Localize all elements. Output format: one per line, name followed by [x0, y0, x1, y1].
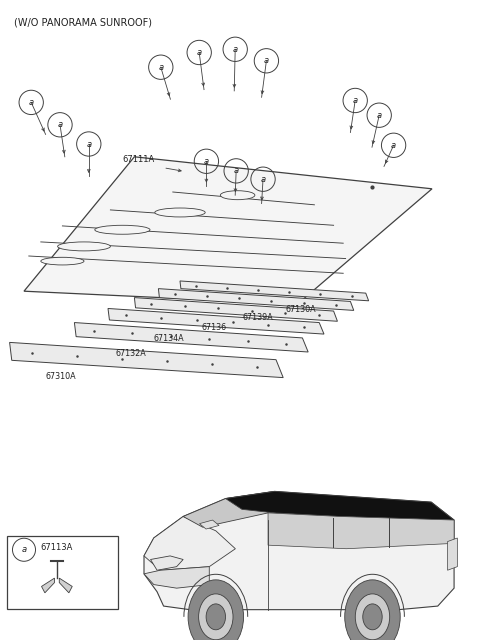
Circle shape: [188, 580, 243, 640]
Polygon shape: [60, 578, 72, 593]
Circle shape: [199, 594, 233, 640]
Text: 67111A: 67111A: [122, 156, 155, 164]
Polygon shape: [144, 566, 209, 588]
Polygon shape: [268, 513, 454, 548]
Text: 67132A: 67132A: [115, 349, 146, 358]
Text: a: a: [204, 157, 209, 166]
Circle shape: [345, 580, 400, 640]
Ellipse shape: [95, 225, 150, 234]
Text: a: a: [377, 111, 382, 120]
Polygon shape: [226, 492, 454, 520]
Text: 67130A: 67130A: [286, 305, 316, 314]
Text: 67113A: 67113A: [41, 543, 73, 552]
Text: a: a: [197, 48, 202, 57]
Polygon shape: [10, 342, 283, 378]
Ellipse shape: [58, 242, 110, 251]
Text: a: a: [29, 98, 34, 107]
Text: a: a: [261, 175, 265, 184]
Text: 67310A: 67310A: [46, 372, 76, 381]
Text: 67136: 67136: [202, 323, 227, 332]
Text: a: a: [353, 96, 358, 105]
Polygon shape: [74, 323, 308, 352]
Text: 67134A: 67134A: [154, 334, 184, 343]
Ellipse shape: [41, 257, 84, 265]
Polygon shape: [158, 289, 354, 310]
Text: a: a: [391, 141, 396, 150]
Polygon shape: [42, 578, 55, 593]
Text: a: a: [22, 545, 26, 554]
Text: a: a: [264, 56, 269, 65]
Polygon shape: [180, 281, 369, 301]
Text: a: a: [234, 166, 239, 175]
Ellipse shape: [155, 208, 205, 217]
Polygon shape: [144, 492, 454, 624]
Text: (W/O PANORAMA SUNROOF): (W/O PANORAMA SUNROOF): [14, 18, 153, 28]
Circle shape: [355, 594, 390, 640]
Text: a: a: [86, 140, 91, 148]
Polygon shape: [24, 157, 432, 304]
Circle shape: [363, 604, 382, 630]
Text: 67139A: 67139A: [242, 313, 273, 322]
Polygon shape: [183, 492, 275, 527]
Polygon shape: [108, 308, 324, 334]
Text: a: a: [158, 63, 163, 72]
Polygon shape: [151, 556, 183, 570]
Polygon shape: [144, 516, 235, 570]
Text: a: a: [233, 45, 238, 54]
Circle shape: [206, 604, 226, 630]
Polygon shape: [200, 520, 219, 529]
Polygon shape: [447, 538, 457, 570]
Ellipse shape: [220, 191, 255, 200]
Text: a: a: [58, 120, 62, 129]
Bar: [7, 536, 118, 609]
Polygon shape: [134, 298, 337, 321]
